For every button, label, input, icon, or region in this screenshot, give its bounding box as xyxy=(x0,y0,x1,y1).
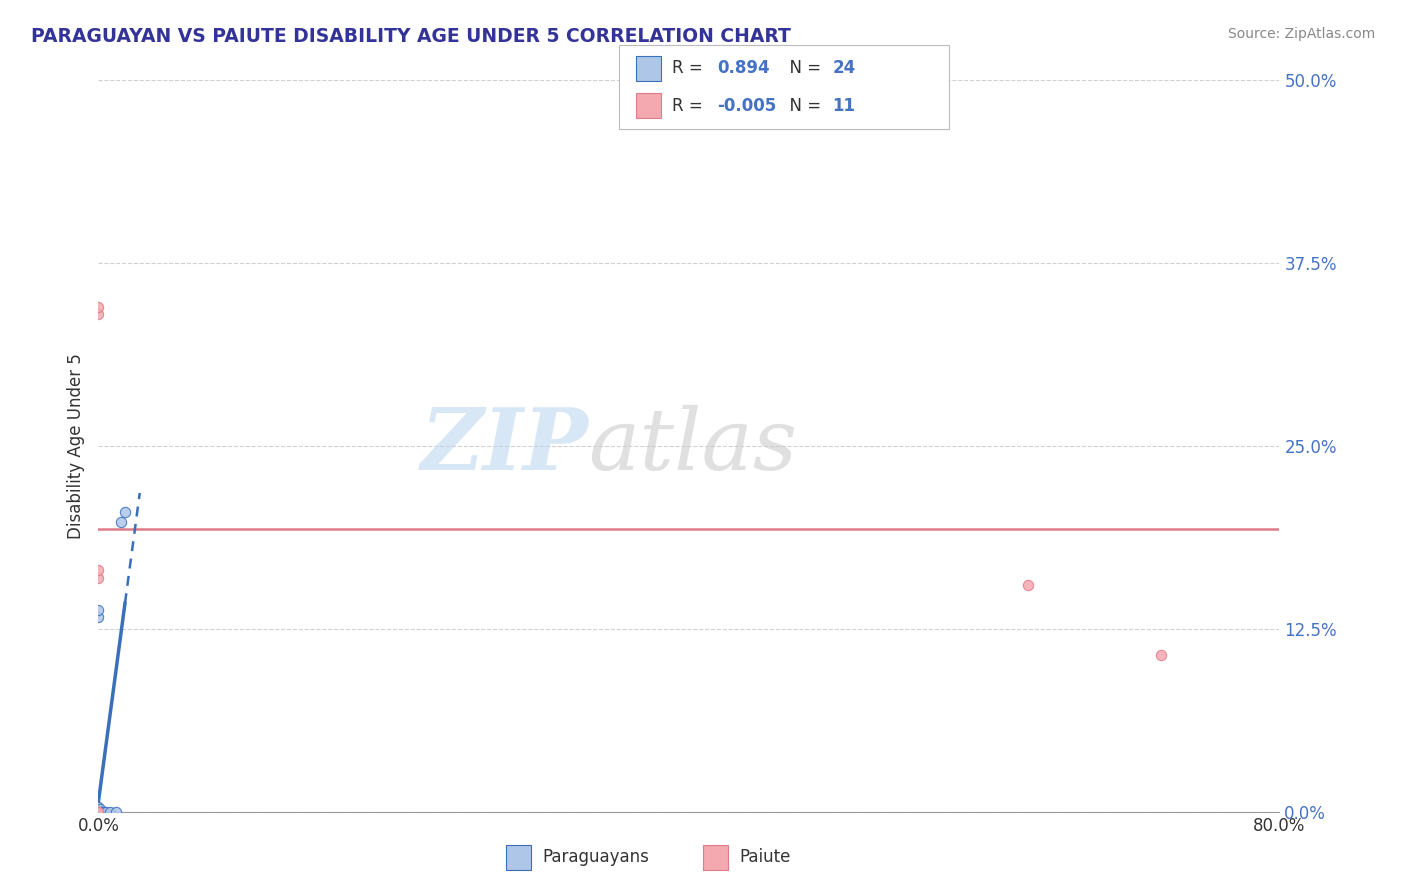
Point xyxy=(87,307,110,321)
Point xyxy=(87,571,110,585)
Point xyxy=(105,805,128,819)
Point xyxy=(87,603,110,617)
Text: R =: R = xyxy=(672,60,709,78)
Point xyxy=(87,300,110,314)
Point xyxy=(87,805,110,819)
Point xyxy=(114,505,136,519)
Text: Paiute: Paiute xyxy=(740,848,792,866)
Point xyxy=(94,805,117,819)
Point xyxy=(93,805,115,819)
Point xyxy=(98,805,121,819)
Text: atlas: atlas xyxy=(589,405,797,487)
Point xyxy=(87,563,110,577)
Text: 24: 24 xyxy=(832,60,856,78)
Point xyxy=(1150,648,1173,663)
Text: 11: 11 xyxy=(832,96,855,114)
Point xyxy=(87,805,110,819)
Point xyxy=(87,805,110,819)
Point xyxy=(87,805,110,819)
Point xyxy=(87,610,110,624)
Text: ZIP: ZIP xyxy=(420,404,589,488)
Text: N =: N = xyxy=(779,96,827,114)
Y-axis label: Disability Age Under 5: Disability Age Under 5 xyxy=(66,353,84,539)
Point xyxy=(91,805,114,819)
Point xyxy=(87,805,110,819)
Point xyxy=(110,515,132,529)
Text: -0.005: -0.005 xyxy=(717,96,776,114)
Point xyxy=(1018,578,1040,592)
Text: Paraguayans: Paraguayans xyxy=(543,848,650,866)
Point xyxy=(87,805,110,819)
Point xyxy=(90,805,112,819)
Text: Source: ZipAtlas.com: Source: ZipAtlas.com xyxy=(1227,27,1375,41)
Text: N =: N = xyxy=(779,60,827,78)
Point xyxy=(87,800,110,814)
Text: R =: R = xyxy=(672,96,709,114)
Point xyxy=(89,805,111,819)
Text: PARAGUAYAN VS PAIUTE DISABILITY AGE UNDER 5 CORRELATION CHART: PARAGUAYAN VS PAIUTE DISABILITY AGE UNDE… xyxy=(31,27,790,45)
Point xyxy=(90,805,112,819)
Point xyxy=(87,802,110,816)
Text: 0.894: 0.894 xyxy=(717,60,769,78)
Point xyxy=(89,805,111,819)
Point xyxy=(89,802,111,816)
